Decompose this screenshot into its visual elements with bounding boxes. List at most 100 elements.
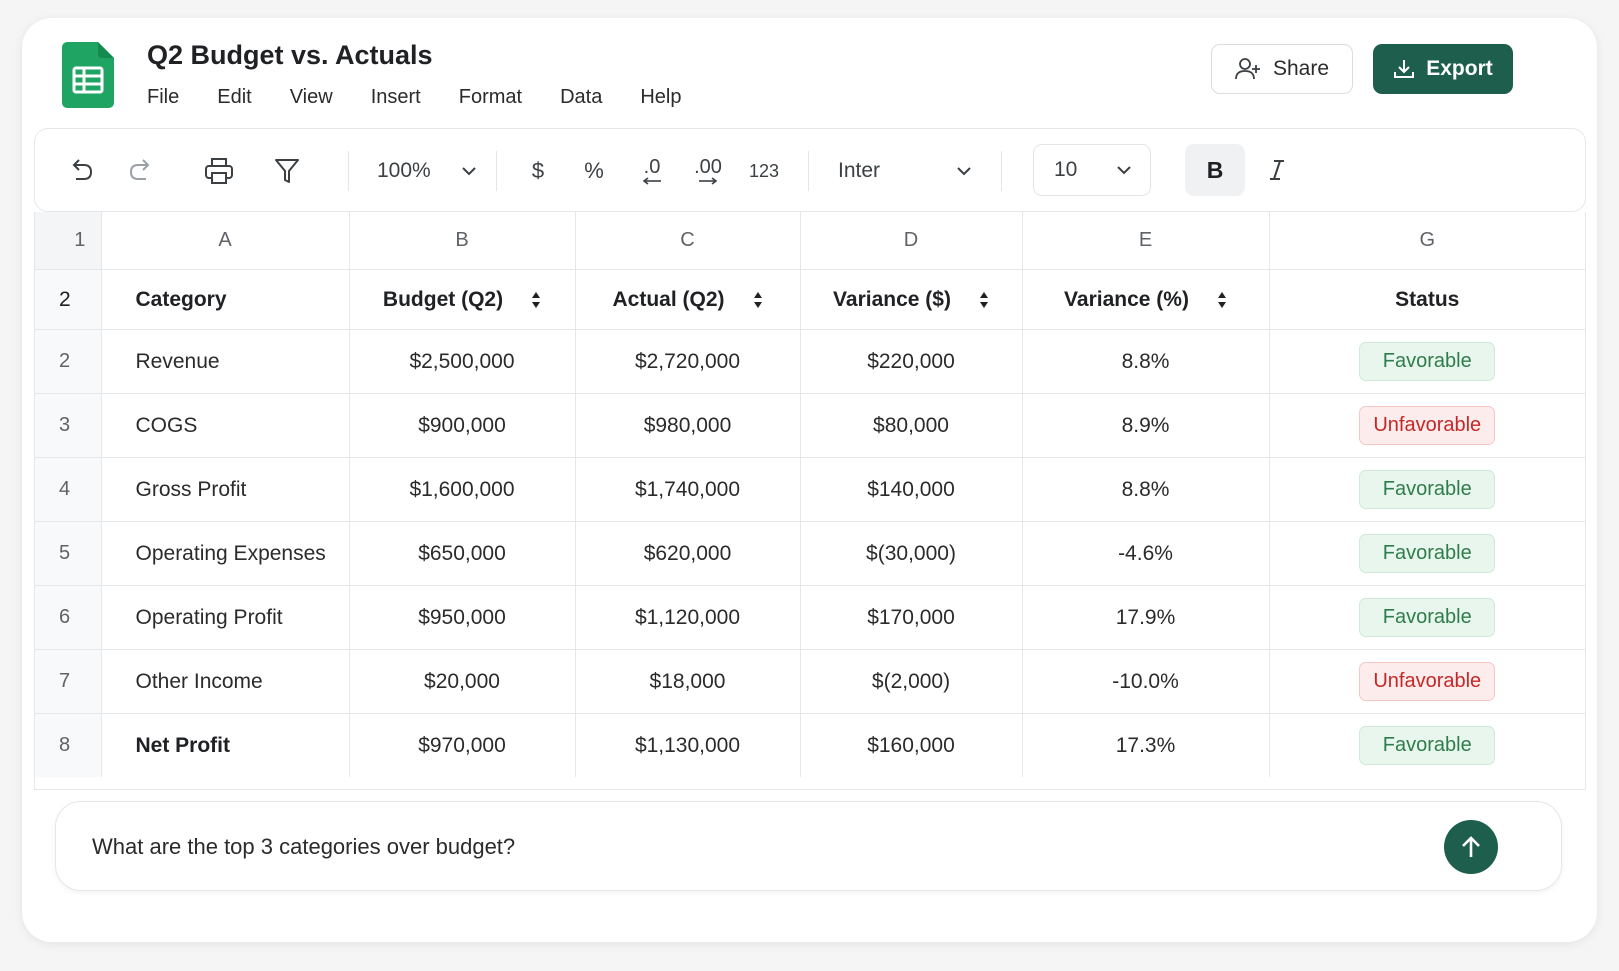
header-budget[interactable]: Budget (Q2): [349, 269, 576, 330]
cell-category[interactable]: Operating Profit: [101, 585, 350, 650]
cell-budget[interactable]: $1,600,000: [349, 457, 576, 522]
cell-category[interactable]: Revenue: [101, 329, 350, 394]
cell-actual[interactable]: $18,000: [575, 649, 801, 714]
cell-status[interactable]: Favorable: [1269, 585, 1585, 650]
column-header-c[interactable]: C: [575, 212, 801, 270]
cell-variance-pct[interactable]: 8.8%: [1022, 457, 1270, 522]
column-header-a[interactable]: A: [101, 212, 350, 270]
row-number[interactable]: 7: [35, 649, 102, 714]
increase-decimals-button[interactable]: .00: [689, 129, 727, 213]
status-badge: Favorable: [1359, 470, 1496, 509]
header-status[interactable]: Status: [1269, 269, 1585, 330]
cell-category[interactable]: COGS: [101, 393, 350, 458]
cell-variance-usd[interactable]: $160,000: [800, 713, 1023, 777]
chevron-down-icon: [1117, 166, 1131, 175]
number-format-button[interactable]: 123: [748, 160, 780, 181]
menu-data[interactable]: Data: [560, 86, 603, 108]
cell-variance-pct[interactable]: -10.0%: [1022, 649, 1270, 714]
print-button[interactable]: [199, 129, 239, 213]
cell-variance-usd[interactable]: $220,000: [800, 329, 1023, 394]
row-number[interactable]: 8: [35, 713, 102, 777]
status-badge: Unfavorable: [1359, 662, 1496, 701]
font-size-select[interactable]: 10: [1033, 144, 1151, 196]
cell-status[interactable]: Favorable: [1269, 521, 1585, 586]
zoom-select[interactable]: 100%: [377, 129, 477, 213]
filter-button[interactable]: [269, 129, 305, 213]
data-table: 1 A B C D E G 2 Category Budget (Q2) Act…: [35, 212, 1585, 777]
row-number[interactable]: 5: [35, 521, 102, 586]
row-number[interactable]: 2: [35, 269, 102, 330]
column-header-d[interactable]: D: [800, 212, 1023, 270]
cell-variance-pct[interactable]: 8.8%: [1022, 329, 1270, 394]
row-number[interactable]: 2: [35, 329, 102, 394]
cell-budget[interactable]: $970,000: [349, 713, 576, 777]
header-actual[interactable]: Actual (Q2): [575, 269, 801, 330]
arrow-up-icon: [1462, 836, 1480, 857]
cell-category[interactable]: Other Income: [101, 649, 350, 714]
cell-category[interactable]: Gross Profit: [101, 457, 350, 522]
cell-variance-usd[interactable]: $(2,000): [800, 649, 1023, 714]
cell-status[interactable]: Favorable: [1269, 714, 1585, 778]
prompt-input[interactable]: What are the top 3 categories over budge…: [92, 834, 516, 859]
cell-status[interactable]: Favorable: [1269, 457, 1585, 522]
cell-variance-usd[interactable]: $80,000: [800, 393, 1023, 458]
export-button[interactable]: Export: [1373, 44, 1513, 94]
italic-button[interactable]: [1255, 144, 1299, 196]
document-title[interactable]: Q2 Budget vs. Actuals: [147, 40, 433, 70]
redo-button[interactable]: [123, 129, 159, 213]
percent-format-button[interactable]: %: [584, 158, 604, 183]
header-category[interactable]: Category: [101, 269, 350, 330]
cell-status[interactable]: Unfavorable: [1269, 393, 1585, 458]
currency-format-button[interactable]: $: [531, 158, 545, 183]
cell-budget[interactable]: $2,500,000: [349, 329, 576, 394]
decrease-decimals-label: .0: [643, 156, 661, 178]
cell-actual[interactable]: $980,000: [575, 393, 801, 458]
cell-actual[interactable]: $1,120,000: [575, 585, 801, 650]
cell-variance-pct[interactable]: 8.9%: [1022, 393, 1270, 458]
cell-variance-usd[interactable]: $140,000: [800, 457, 1023, 522]
cell-budget[interactable]: $650,000: [349, 521, 576, 586]
cell-variance-usd[interactable]: $(30,000): [800, 521, 1023, 586]
font-family-select[interactable]: Inter: [838, 129, 972, 213]
sort-arrows-icon[interactable]: [753, 291, 763, 309]
send-button[interactable]: [1444, 820, 1498, 874]
header-variance-pct[interactable]: Variance (%): [1022, 269, 1270, 330]
cell-status[interactable]: Favorable: [1269, 329, 1585, 394]
cell-category[interactable]: Net Profit: [101, 713, 350, 777]
menu-insert[interactable]: Insert: [370, 86, 421, 108]
header-variance-usd[interactable]: Variance ($): [800, 269, 1023, 330]
row-number[interactable]: 3: [35, 393, 102, 458]
cell-status[interactable]: Unfavorable: [1269, 649, 1585, 714]
cell-actual[interactable]: $1,130,000: [575, 713, 801, 777]
menu-format[interactable]: Format: [458, 86, 523, 108]
row-number[interactable]: 6: [35, 585, 102, 650]
cell-budget[interactable]: $20,000: [349, 649, 576, 714]
column-header-e[interactable]: E: [1022, 212, 1270, 270]
cell-budget[interactable]: $900,000: [349, 393, 576, 458]
corner-cell[interactable]: 1: [35, 212, 102, 270]
bold-button[interactable]: B: [1185, 144, 1245, 196]
sort-arrows-icon[interactable]: [979, 291, 989, 309]
column-header-g[interactable]: G: [1269, 212, 1585, 270]
cell-budget[interactable]: $950,000: [349, 585, 576, 650]
undo-button[interactable]: [63, 129, 99, 213]
menu-view[interactable]: View: [289, 86, 333, 108]
decrease-decimals-button[interactable]: .0: [635, 129, 669, 213]
menu-edit[interactable]: Edit: [217, 86, 252, 108]
cell-category[interactable]: Operating Expenses: [101, 521, 350, 586]
sort-arrows-icon[interactable]: [1217, 291, 1227, 309]
column-header-b[interactable]: B: [349, 212, 576, 270]
cell-variance-usd[interactable]: $170,000: [800, 585, 1023, 650]
cell-variance-pct[interactable]: 17.9%: [1022, 585, 1270, 650]
menu-help[interactable]: Help: [640, 86, 682, 108]
cell-actual[interactable]: $620,000: [575, 521, 801, 586]
cell-actual[interactable]: $2,720,000: [575, 329, 801, 394]
toolbar: 100% $ % .0 .00 123 Inter 10 B: [34, 128, 1586, 212]
row-number[interactable]: 4: [35, 457, 102, 522]
menu-file[interactable]: File: [147, 86, 180, 108]
sort-arrows-icon[interactable]: [531, 291, 541, 309]
share-button[interactable]: Share: [1211, 44, 1353, 94]
cell-actual[interactable]: $1,740,000: [575, 457, 801, 522]
cell-variance-pct[interactable]: 17.3%: [1022, 713, 1270, 777]
cell-variance-pct[interactable]: -4.6%: [1022, 521, 1270, 586]
